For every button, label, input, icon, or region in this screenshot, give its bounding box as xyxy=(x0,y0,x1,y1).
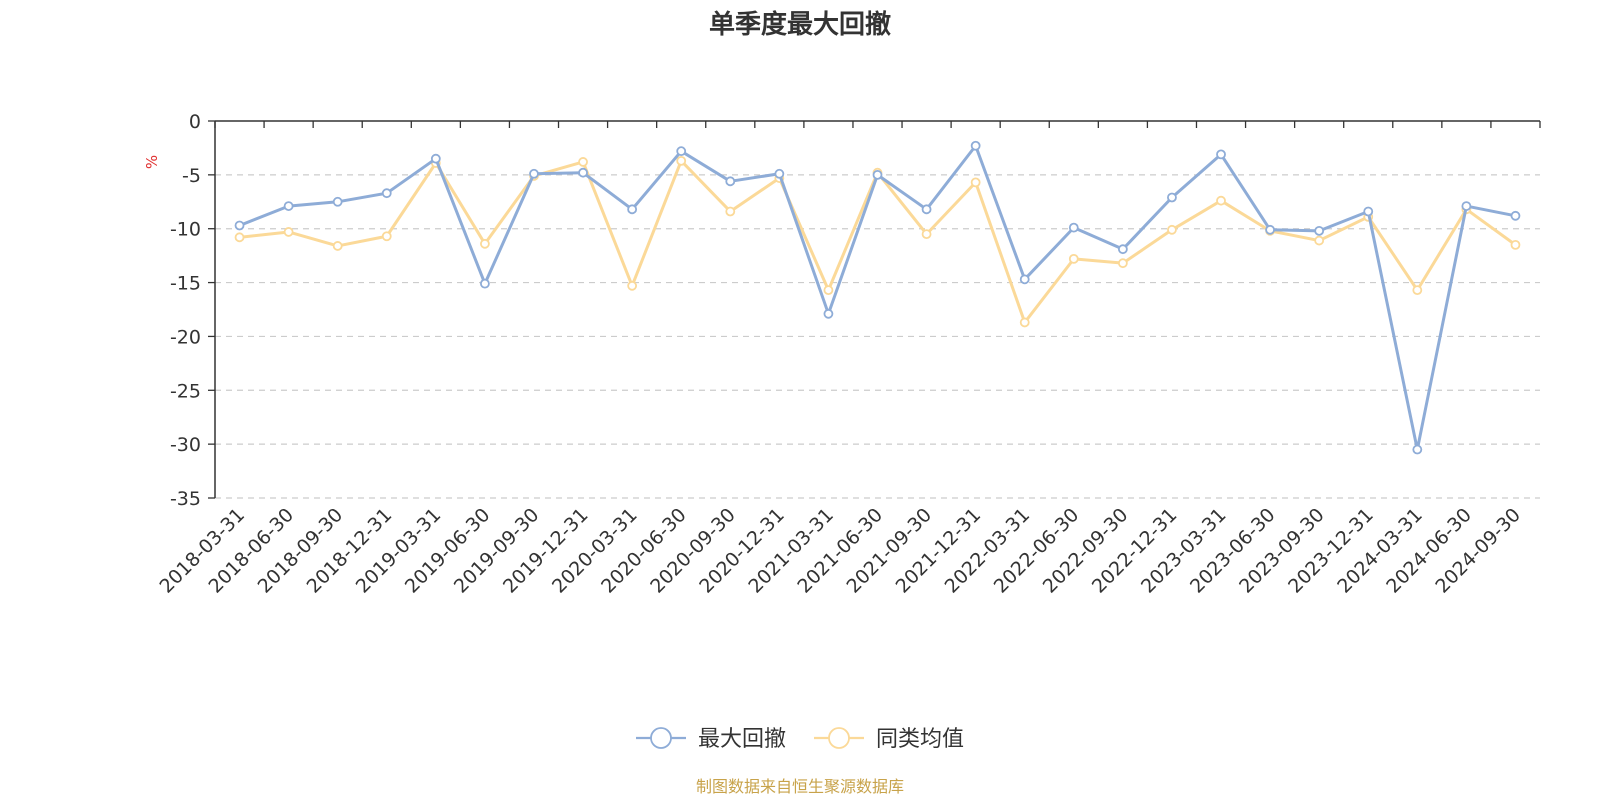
data-point[interactable] xyxy=(1019,317,1030,328)
data-point[interactable] xyxy=(332,241,343,251)
data-point[interactable] xyxy=(1510,210,1521,221)
data-point[interactable] xyxy=(283,201,294,211)
y-axis-unit-label: % xyxy=(143,155,161,169)
data-point[interactable] xyxy=(676,155,687,166)
series-lines xyxy=(234,140,1521,455)
grid-lines xyxy=(215,174,1540,499)
data-point[interactable] xyxy=(234,232,245,243)
data-point[interactable] xyxy=(1019,274,1030,285)
data-point[interactable] xyxy=(430,153,441,164)
y-axis-tick-labels: 0 -5 -10 -15 -20 -25 -30 -35 xyxy=(170,111,201,510)
data-point[interactable] xyxy=(627,204,638,215)
data-point[interactable] xyxy=(970,140,981,151)
data-point[interactable] xyxy=(1265,224,1275,235)
data-point[interactable] xyxy=(1117,258,1128,269)
data-source-note: 制图数据来自恒生聚源数据库 xyxy=(696,777,904,796)
y-tick-label: -35 xyxy=(170,488,201,510)
data-point[interactable] xyxy=(921,229,932,240)
y-tick-label: -5 xyxy=(182,165,201,187)
data-point[interactable] xyxy=(1117,244,1128,255)
chart-title: 单季度最大回撤 xyxy=(709,9,891,40)
y-tick-label: -20 xyxy=(170,326,201,348)
data-point[interactable] xyxy=(627,280,638,291)
data-point[interactable] xyxy=(1314,235,1325,246)
data-point[interactable] xyxy=(676,146,687,157)
series-peer-average xyxy=(234,155,1521,328)
y-tick-label: -25 xyxy=(170,380,201,402)
data-point[interactable] xyxy=(578,157,588,167)
data-point[interactable] xyxy=(872,169,883,180)
series-line xyxy=(238,144,1516,452)
axes xyxy=(208,120,1541,499)
data-point[interactable] xyxy=(529,168,539,179)
data-point[interactable] xyxy=(1363,206,1374,217)
data-point[interactable] xyxy=(480,238,490,249)
data-point[interactable] xyxy=(725,206,736,217)
legend-marker-icon xyxy=(828,727,850,749)
data-point[interactable] xyxy=(823,308,834,319)
data-point[interactable] xyxy=(1068,222,1079,233)
data-point[interactable] xyxy=(332,196,343,207)
data-point[interactable] xyxy=(970,177,981,188)
data-point[interactable] xyxy=(1510,239,1521,250)
series-max-drawdown xyxy=(234,140,1521,455)
y-tick-label: -10 xyxy=(170,219,201,241)
data-point[interactable] xyxy=(480,278,490,289)
data-point[interactable] xyxy=(234,220,245,231)
data-point[interactable] xyxy=(1412,285,1423,296)
data-point[interactable] xyxy=(725,176,736,187)
data-point[interactable] xyxy=(283,227,294,237)
data-point[interactable] xyxy=(381,188,392,199)
data-point[interactable] xyxy=(1068,253,1079,264)
y-tick-label: -15 xyxy=(170,273,201,295)
legend-marker-icon xyxy=(650,727,672,749)
data-point[interactable] xyxy=(381,231,392,242)
data-point[interactable] xyxy=(1216,195,1226,206)
legend: 最大回撤 同类均值 xyxy=(636,727,964,752)
data-point[interactable] xyxy=(1461,201,1472,211)
data-point[interactable] xyxy=(921,204,932,215)
data-point[interactable] xyxy=(578,167,588,178)
data-point[interactable] xyxy=(823,285,834,296)
data-point[interactable] xyxy=(1167,224,1177,235)
legend-item-max-drawdown[interactable]: 最大回撤 xyxy=(636,727,786,752)
y-tick-label: 0 xyxy=(189,111,201,133)
x-axis-tick-labels: 2018-03-312018-06-302018-09-302018-12-31… xyxy=(155,504,1525,598)
legend-label: 同类均值 xyxy=(876,727,964,752)
data-point[interactable] xyxy=(1412,444,1423,455)
data-point[interactable] xyxy=(1167,192,1177,203)
series-line xyxy=(239,159,1517,324)
data-point[interactable] xyxy=(1216,149,1226,160)
data-point[interactable] xyxy=(774,168,785,179)
y-tick-label: -30 xyxy=(170,434,201,456)
legend-label: 最大回撤 xyxy=(698,727,786,752)
legend-item-peer-average[interactable]: 同类均值 xyxy=(814,727,964,752)
data-point[interactable] xyxy=(1314,225,1325,236)
